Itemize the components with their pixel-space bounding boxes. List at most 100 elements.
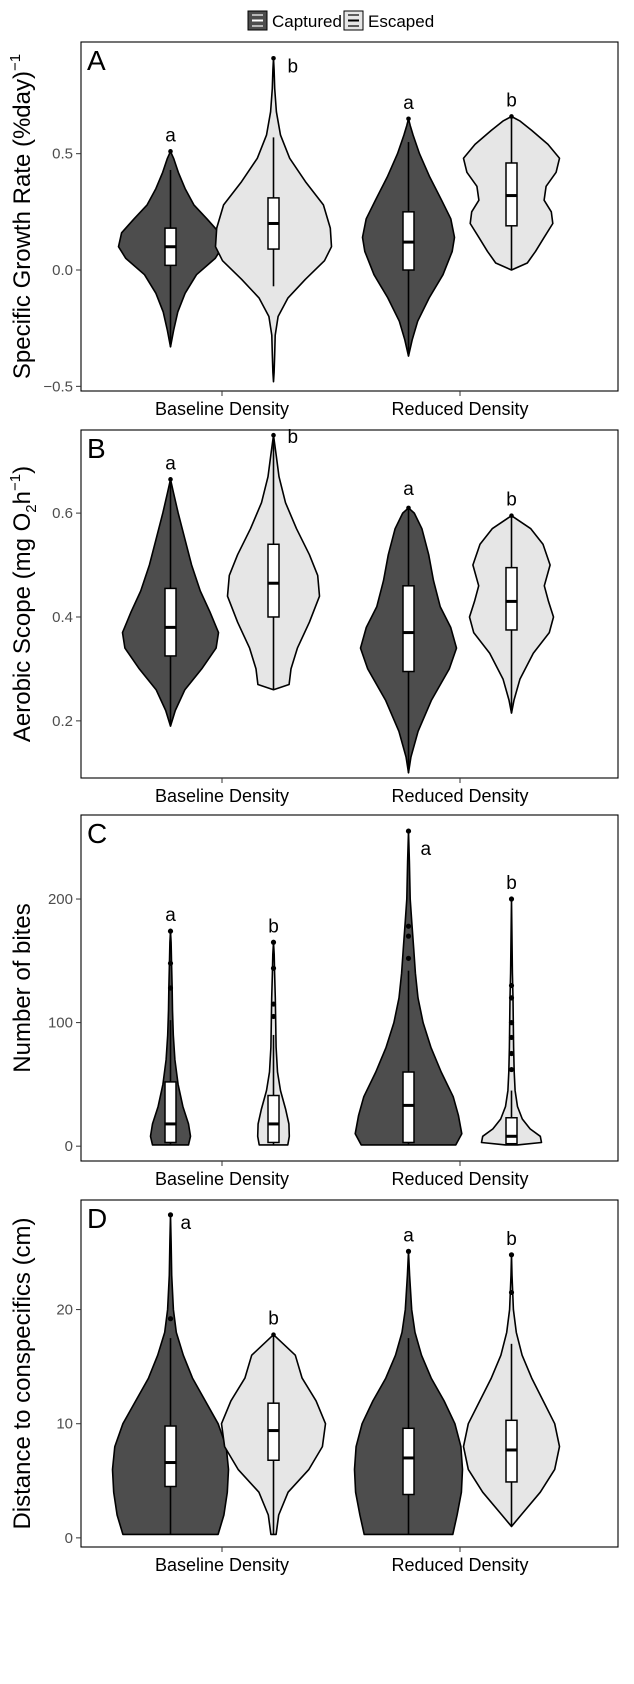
- panel-b-ylabel-sup: −1: [7, 474, 24, 491]
- panel-a-label: A: [87, 45, 106, 76]
- panel-b-ylabel: Aerobic Scope (mg O2h−1): [7, 466, 40, 742]
- panel-c-escaped-baseline-outlier: [270, 1001, 277, 1007]
- panel-d-escaped-reduced-significance-letter: b: [506, 1229, 517, 1250]
- panel-d-frame: [80, 1199, 619, 1548]
- panel-b-captured-baseline-significance-letter: a: [165, 453, 176, 474]
- panel-c-escaped-baseline-max-point: [271, 939, 276, 945]
- panel-d-xtick-label: Reduced Density: [391, 1555, 528, 1575]
- panel-a-captured-reduced-max-point: [406, 116, 411, 122]
- panel-b-ytick-label: 0.4: [52, 609, 73, 626]
- panel-c-ytick-label: 200: [48, 891, 73, 908]
- panel-d-escaped-reduced-max-point: [509, 1252, 514, 1258]
- panel-d-captured-reduced-box: [402, 1427, 415, 1496]
- panel-c-captured-reduced-significance-letter: a: [421, 839, 432, 860]
- panel-b-ylabel-sub: 2: [23, 504, 40, 512]
- panel-c-ytick-label: 0: [65, 1138, 73, 1155]
- panel-b-ytick-label: 0.2: [52, 713, 73, 730]
- panel-c-escaped-reduced-outlier: [508, 995, 515, 1001]
- panel-a-captured-reduced: a: [361, 93, 456, 357]
- panel-c-escaped-baseline-significance-letter: b: [268, 916, 279, 937]
- panel-b-ylabel-close: ): [9, 466, 36, 474]
- panel-b-escaped-baseline-significance-letter: b: [288, 427, 299, 448]
- panel-d-captured-reduced-significance-letter: a: [403, 1225, 414, 1246]
- panel-c-ylabel: Number of bites: [9, 903, 36, 1072]
- panel-b-captured-reduced-max-point: [406, 505, 411, 511]
- panel-d-escaped-reduced: b: [462, 1229, 561, 1528]
- panel-b-escaped-baseline-box: [267, 543, 280, 618]
- panel-a-captured-baseline-max-point: [168, 149, 173, 154]
- panel-a-xtick-label: Baseline Density: [155, 399, 289, 419]
- panel-c-escaped-reduced-outlier: [508, 1034, 515, 1041]
- panel-b-captured-baseline: a: [121, 453, 220, 727]
- panel-d-ytick-label: 0: [65, 1530, 73, 1547]
- panel-d-captured-baseline-significance-letter: a: [181, 1213, 192, 1234]
- panel-c-escaped-reduced-max-point: [509, 896, 514, 902]
- panel-a-ytick-label: 0.0: [52, 262, 73, 279]
- panel-d-captured-reduced: a: [353, 1225, 464, 1536]
- panel-a-escaped-reduced: b: [462, 90, 561, 271]
- panel-b-ylabel-end: h: [9, 491, 36, 504]
- panel-d-ytick-label: 20: [56, 1302, 73, 1319]
- panel-b-captured-reduced: a: [359, 479, 458, 774]
- panel-c-captured-reduced-outlier: [405, 923, 412, 929]
- panel-c-captured-reduced: a: [354, 828, 463, 1146]
- panel-b-escaped-reduced-box: [505, 566, 518, 631]
- panel-c-escaped-reduced-outlier: [508, 1050, 515, 1057]
- panel-a-escaped-reduced-significance-letter: b: [506, 90, 517, 111]
- panel-c-escaped-reduced-outlier: [508, 1066, 515, 1073]
- panel-c-captured-baseline-max-point: [168, 928, 173, 934]
- panel-d-captured-baseline-max-point: [168, 1212, 173, 1218]
- panel-c-captured-baseline-box: [164, 1081, 177, 1144]
- panel-b-label: B: [87, 433, 106, 464]
- legend-label-escaped: Escaped: [368, 12, 434, 31]
- panel-c-captured-reduced-max-point: [406, 828, 411, 834]
- panel-b-escaped-reduced-max-point: [509, 513, 514, 519]
- panel-a-xtick-label: Reduced Density: [391, 399, 528, 419]
- panel-d-captured-baseline-outlier: [167, 1316, 174, 1322]
- panel-a-ylabel-end: ): [9, 71, 36, 79]
- panel-d-label: D: [87, 1203, 107, 1234]
- panel-c-escaped-reduced-significance-letter: b: [506, 873, 517, 894]
- panel-c: 0 100 200 Baseline Density Reduced Density C N…: [9, 814, 619, 1189]
- panel-c-escaped-baseline-outlier: [270, 965, 277, 971]
- panel-a-ytick-label: −0.5: [43, 378, 73, 395]
- panel-b-escaped-reduced-significance-letter: b: [506, 490, 517, 511]
- panel-c-escaped-baseline: b: [256, 916, 291, 1146]
- panel-a-ylabel-text: Specific Growth Rate (%day: [9, 79, 36, 379]
- legend-label-captured: Captured: [272, 12, 342, 31]
- panel-d-escaped-baseline: b: [220, 1309, 327, 1536]
- panel-b: 0.2 0.4 0.6 Baseline Density Reduced Density…: [7, 427, 619, 806]
- panel-a-ytick-label: 0.5: [52, 146, 73, 163]
- panel-a: −0.5 0.0 0.5 Baseline Density Reduced Densit…: [7, 41, 619, 419]
- panel-a-escaped-baseline-significance-letter: b: [288, 56, 299, 77]
- panel-b-ytick-label: 0.6: [52, 505, 73, 522]
- panel-b-xtick-label: Reduced Density: [391, 786, 528, 806]
- panel-a-frame: [80, 41, 619, 392]
- panel-c-escaped-reduced-outlier: [508, 982, 515, 989]
- panel-b-frame: [80, 429, 619, 779]
- panel-c-ytick-label: 100: [48, 1015, 73, 1032]
- panel-a-escaped-baseline-max-point: [271, 55, 276, 61]
- panel-a-ylabel-sup: −1: [7, 54, 24, 71]
- panel-b-captured-baseline-max-point: [168, 477, 173, 482]
- panel-c-label: C: [87, 818, 107, 849]
- panel-d: 0 10 20 Baseline Density Reduced Density D Dis…: [9, 1199, 619, 1575]
- panel-a-captured-baseline-significance-letter: a: [165, 125, 176, 146]
- panel-c-escaped-baseline-outlier: [270, 1013, 277, 1020]
- panel-a-captured-baseline: a: [117, 125, 224, 348]
- panel-c-escaped-reduced-box: [505, 1117, 518, 1145]
- panel-d-ylabel-text: Distance to conspecifics (cm): [9, 1217, 36, 1529]
- panel-b-escaped-reduced: b: [468, 490, 555, 714]
- panel-d-ylabel: Distance to conspecifics (cm): [9, 1217, 36, 1529]
- panel-a-ylabel: Specific Growth Rate (%day)−1: [7, 54, 36, 379]
- panel-c-escaped-reduced: b: [480, 873, 543, 1146]
- panel-d-ytick-label: 10: [56, 1416, 73, 1433]
- panel-c-captured-baseline: a: [149, 905, 192, 1146]
- panel-c-xtick-label: Baseline Density: [155, 1169, 289, 1189]
- panel-b-escaped-baseline-max-point: [271, 432, 276, 438]
- panel-c-captured-reduced-box: [402, 1071, 415, 1144]
- panel-c-escaped-reduced-outlier: [508, 1020, 515, 1026]
- panel-c-ylabel-text: Number of bites: [9, 903, 36, 1072]
- panel-b-captured-reduced-significance-letter: a: [403, 479, 414, 500]
- panel-c-captured-baseline-outlier: [167, 960, 174, 966]
